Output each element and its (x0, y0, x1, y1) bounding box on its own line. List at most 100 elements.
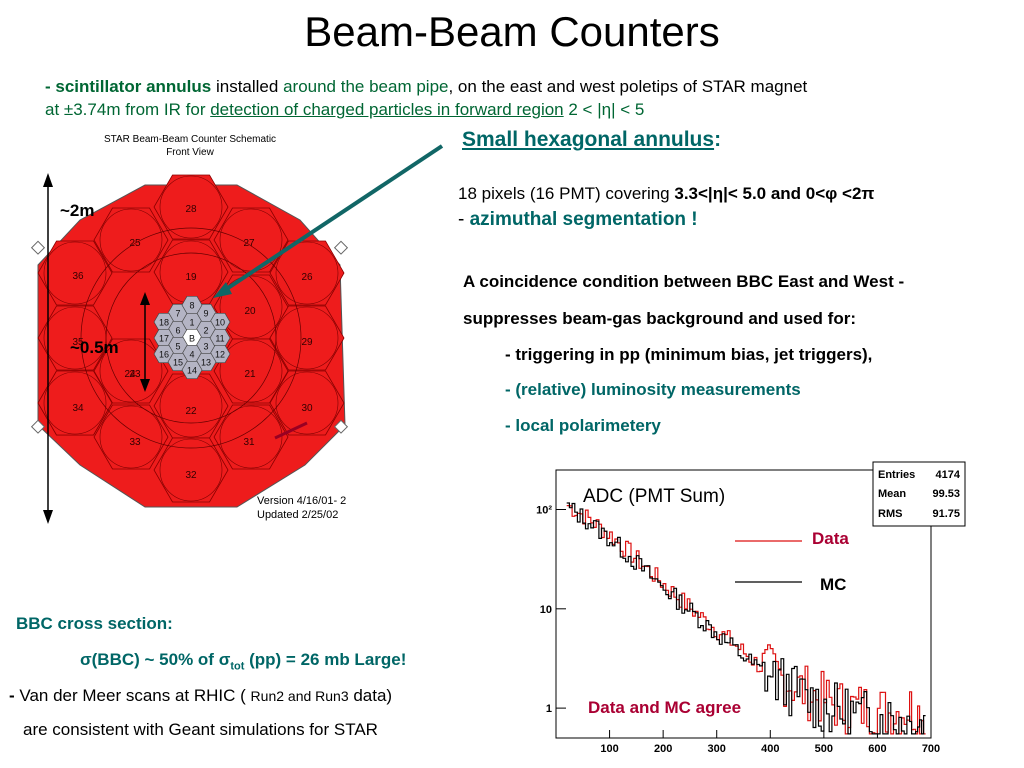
large-tile-23 (93, 338, 169, 404)
vdm-data-text: data) (348, 686, 393, 705)
large-tile-label-21: 21 (244, 369, 256, 380)
large-tile-label-24: 24 (124, 369, 136, 380)
series-mc (566, 502, 926, 735)
cross-section-value: (pp) = 26 mb Large! (244, 650, 407, 669)
azimuthal-line: - azimuthal segmentation ! (458, 209, 698, 231)
large-tile-label-31: 31 (243, 437, 255, 448)
stats-box (872, 461, 966, 527)
large-tile-33 (93, 404, 169, 470)
vdm-line: - Van der Meer scans at RHIC ( Run2 and … (9, 686, 392, 706)
small-tile-label-8: 8 (189, 301, 194, 311)
large-tile-circle-21 (219, 339, 283, 403)
bracket-right-upper (333, 240, 349, 255)
stats-mean-value: 99.53 (932, 488, 960, 500)
stats-entries-label: Entries (878, 469, 915, 481)
small-tile-label-1: 1 (189, 318, 194, 328)
large-tile-label-32: 32 (185, 470, 197, 481)
large-tile-label-29: 29 (301, 337, 313, 348)
y-tick-label-0: 1 (546, 703, 552, 715)
large-tile-label-35: 35 (72, 337, 84, 348)
marker-line (274, 421, 308, 440)
large-tile-label-30: 30 (301, 403, 313, 414)
position-text: at ±3.74m from IR for (45, 100, 211, 119)
schematic-subtitle: Front View (166, 147, 214, 158)
large-tile-circle-32 (159, 438, 223, 502)
eta-range-text: 2 < |η| < 5 (563, 100, 645, 119)
large-tile-label-23: 23 (129, 369, 141, 380)
updated-text: Updated 2/25/02 (257, 509, 338, 521)
version-text: Version 4/16/01- 2 (257, 495, 346, 507)
small-tile-label-2: 2 (203, 326, 208, 336)
x-tick-label-600: 600 (868, 743, 886, 755)
large-tile-21 (213, 338, 289, 404)
large-tile-label-33: 33 (129, 437, 141, 448)
vdm-text: Van der Meer scans at RHIC ( (19, 686, 251, 705)
small-tile-label-B: B (189, 334, 195, 344)
chart-annotation: Data and MC agree (588, 698, 741, 717)
legend-mc-label: MC (820, 575, 846, 594)
x-tick-label-300: 300 (708, 743, 726, 755)
small-tile-label-9: 9 (203, 309, 208, 319)
large-tile-label-28: 28 (185, 204, 197, 215)
coincidence-line-1: A coincidence condition between BBC East… (463, 272, 905, 291)
guide-circle-outer (80, 227, 302, 449)
sigma-symbol: σ (218, 650, 231, 669)
large-tile-label-34: 34 (72, 403, 84, 414)
large-tile-29 (269, 305, 345, 371)
small-tile-label-10: 10 (215, 318, 225, 328)
small-tile-label-17: 17 (159, 334, 169, 344)
guide-circle-inner (105, 252, 277, 424)
chart-title: ADC (PMT Sum) (583, 486, 725, 507)
half-meter-label: ~0.5m (70, 338, 119, 357)
large-tile-circle-25 (99, 208, 163, 272)
around-beam-pipe-text: around the beam pipe (283, 77, 449, 96)
small-tile-label-12: 12 (215, 350, 225, 360)
intro-line-1: - scintillator annulus installed around … (45, 77, 807, 97)
small-tile-label-4: 4 (189, 350, 194, 360)
pixels-line: 18 pixels (16 PMT) covering 3.3<|η|< 5.0… (458, 184, 874, 204)
large-tile-circle-33 (99, 405, 163, 469)
fraction-text: ) ~ 50% of (134, 650, 219, 669)
intro-line-2: at ±3.74m from IR for detection of charg… (45, 100, 644, 120)
bbc-text: BBC (97, 650, 135, 669)
large-tile-circle-23 (99, 339, 163, 403)
large-tile-35 (37, 305, 113, 371)
poletips-text: , on the east and west poletips of STAR … (448, 77, 808, 96)
small-tile-label-7: 7 (175, 309, 180, 319)
small-tile-label-11: 11 (215, 334, 224, 344)
page-title: Beam-Beam Counters (304, 8, 720, 55)
cross-section-formula: σ(BBC) ~ 50% of σtot (pp) = 26 mb Large! (80, 650, 406, 672)
polarimetry-item: - local polarimetery (505, 416, 661, 435)
bracket-left-upper (30, 240, 46, 255)
luminosity-item: - (relative) luminosity measurements (505, 380, 801, 399)
large-tile-label-20: 20 (244, 306, 256, 317)
run-text: Run2 and Run3 (250, 688, 349, 704)
large-tile-31 (213, 404, 289, 470)
x-tick-label-500: 500 (815, 743, 833, 755)
x-tick-label-400: 400 (761, 743, 779, 755)
bbc-schematic: STAR Beam-Beam Counter Schematic Front V… (30, 134, 349, 524)
schematic-title: STAR Beam-Beam Counter Schematic (104, 134, 276, 145)
stats-rms-label: RMS (878, 508, 902, 520)
x-tick-label-700: 700 (922, 743, 940, 755)
large-tile-30 (269, 370, 345, 436)
tot-subscript: tot (230, 660, 245, 673)
pixels-text: 18 pixels (16 PMT) covering (458, 184, 675, 203)
large-tile-circle-34 (43, 371, 107, 435)
small-hex-heading: Small hexagonal annulus: (462, 128, 721, 152)
large-tile-label-26: 26 (301, 272, 313, 283)
vdm-dash: - (9, 686, 20, 705)
coverage-text: 3.3<|η|< 5.0 and 0<φ <2π (674, 184, 875, 203)
cross-section-header: BBC cross section: (16, 614, 173, 633)
small-tile-label-3: 3 (203, 342, 208, 352)
bracket-left-lower (30, 419, 46, 434)
large-tile-25 (93, 207, 169, 273)
adc-chart: 100 200 300 400 500 600 700 1 10 10² ADC (PMT Sum… (536, 461, 966, 755)
installed-text: installed (211, 77, 284, 96)
large-tile-circle-31 (219, 405, 283, 469)
x-tick-label-100: 100 (600, 743, 618, 755)
large-tile-label-19: 19 (185, 272, 197, 283)
coincidence-line-2: suppresses beam-gas background and used … (463, 309, 856, 328)
large-tile-36 (37, 240, 113, 306)
